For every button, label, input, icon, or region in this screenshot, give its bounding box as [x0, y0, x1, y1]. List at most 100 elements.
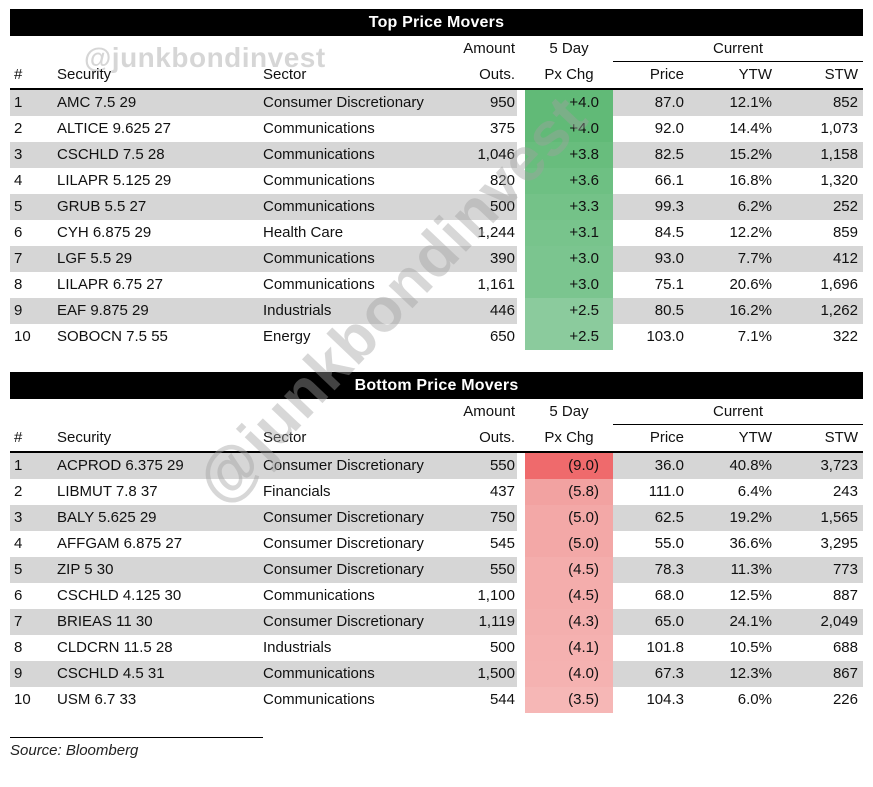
row-number: 4	[14, 535, 23, 552]
sector-name: Communications	[263, 276, 375, 293]
col-header-amount: Amount	[463, 40, 515, 57]
current-ytw: 7.7%	[688, 246, 776, 272]
column-gap	[517, 635, 525, 661]
col-header-current-group: Current	[613, 399, 863, 425]
col-header-outs: Outs.	[479, 429, 515, 446]
amount-outstanding: 500	[437, 194, 517, 220]
current-stw: 243	[832, 483, 858, 500]
sector-name: Communications	[263, 691, 375, 708]
amount-outstanding: 750	[437, 505, 517, 531]
current-stw: 322	[832, 328, 858, 345]
row-number: 3	[10, 505, 57, 531]
row-number: 4	[14, 172, 23, 189]
current-price: 82.5	[613, 142, 688, 168]
five-day-px-chg: (4.5)	[525, 557, 613, 583]
amount-outstanding: 950	[437, 90, 517, 116]
row-number: 1	[10, 90, 57, 116]
current-ytw: 6.4%	[737, 483, 772, 500]
row-number: 8	[14, 276, 23, 293]
col-header-price: Price	[649, 429, 684, 446]
current-stw: 2,049	[776, 609, 863, 635]
security-name: GRUB 5.5 27	[57, 194, 263, 220]
sector-name: Health Care	[263, 224, 344, 241]
sector-name: Financials	[263, 483, 331, 500]
current-stw: 412	[776, 246, 863, 272]
sector-name: Communications	[263, 587, 375, 604]
five-day-px-chg: +2.5	[525, 324, 613, 350]
current-price: 65.0	[613, 609, 688, 635]
amount-outstanding: 545	[489, 535, 515, 552]
amount-outstanding: 1,500	[437, 661, 517, 687]
current-price: 78.3	[613, 557, 688, 583]
table-row: 6 CSCHLD 4.125 30 Communications 1,100 (…	[10, 583, 863, 609]
sector-name: Consumer Discretionary	[263, 535, 424, 552]
five-day-px-chg: +3.3	[525, 194, 613, 220]
table-row: 5 ZIP 5 30 Consumer Discretionary 550 (4…	[10, 557, 863, 583]
security-name: SOBOCN 7.5 55	[57, 328, 168, 345]
five-day-px-chg: +2.5	[525, 298, 613, 324]
col-header-pxchg: Px Chg	[544, 429, 594, 446]
five-day-px-chg: (9.0)	[525, 453, 613, 479]
row-number: 6	[14, 587, 23, 604]
current-stw: 252	[776, 194, 863, 220]
current-price: 80.5	[613, 298, 688, 324]
amount-outstanding: 375	[489, 120, 515, 137]
current-stw: 867	[776, 661, 863, 687]
column-gap	[517, 687, 525, 713]
amount-outstanding: 1,119	[437, 609, 517, 635]
sector-name: Industrials	[263, 639, 332, 656]
column-gap	[517, 90, 525, 116]
sector-name: Energy	[263, 328, 311, 345]
current-stw: 887	[832, 587, 858, 604]
current-ytw: 15.2%	[688, 142, 776, 168]
current-price: 55.0	[654, 535, 684, 552]
table-row: 4 AFFGAM 6.875 27 Consumer Discretionary…	[10, 531, 863, 557]
five-day-px-chg: +4.0	[525, 90, 613, 116]
current-stw: 1,320	[820, 172, 858, 189]
security-name: CSCHLD 4.5 31	[57, 661, 263, 687]
col-header-5day: 5 Day	[549, 403, 589, 420]
five-day-px-chg: +3.1	[525, 220, 613, 246]
row-number: 5	[10, 194, 57, 220]
col-header-stw: STW	[824, 66, 858, 83]
sector-name: Communications	[263, 246, 437, 272]
column-gap	[517, 609, 525, 635]
row-number: 8	[14, 639, 23, 656]
column-gap	[517, 583, 525, 609]
security-name: AMC 7.5 29	[57, 90, 263, 116]
column-headers: Amount 5 Day Current # Security Sector O…	[10, 36, 863, 90]
table-bottom-price-movers: Bottom Price Movers Amount 5 Day Current…	[10, 372, 863, 713]
current-ytw: 14.4%	[729, 120, 772, 137]
col-header-security: Security	[57, 429, 112, 446]
col-header-ytw: YTW	[738, 66, 772, 83]
col-header-number: #	[14, 66, 23, 83]
current-stw: 3,295	[820, 535, 858, 552]
current-ytw: 24.1%	[688, 609, 776, 635]
amount-outstanding: 650	[489, 328, 515, 345]
five-day-px-chg: (3.5)	[525, 687, 613, 713]
table-row: 10 USM 6.7 33 Communications 544 (3.5) 1…	[10, 687, 863, 713]
security-name: AFFGAM 6.875 27	[57, 535, 183, 552]
security-name: ALTICE 9.625 27	[57, 120, 171, 137]
column-gap	[517, 531, 525, 557]
five-day-px-chg: (4.1)	[525, 635, 613, 661]
current-price: 101.8	[646, 639, 684, 656]
column-gap	[517, 505, 525, 531]
security-name: CSCHLD 7.5 28	[57, 142, 263, 168]
security-name: USM 6.7 33	[57, 691, 137, 708]
current-price: 104.3	[646, 691, 684, 708]
column-gap	[517, 272, 525, 298]
current-price: 36.0	[613, 453, 688, 479]
five-day-px-chg: (5.8)	[525, 479, 613, 505]
current-ytw: 12.5%	[729, 587, 772, 604]
table-row: 3 CSCHLD 7.5 28 Communications 1,046 +3.…	[10, 142, 863, 168]
current-ytw: 6.2%	[688, 194, 776, 220]
column-gap	[517, 246, 525, 272]
table-title: Top Price Movers	[368, 14, 505, 31]
current-price: 67.3	[613, 661, 688, 687]
column-gap	[517, 116, 525, 142]
table-row: 9 EAF 9.875 29 Industrials 446 +2.5 80.5…	[10, 298, 863, 324]
sector-name: Communications	[263, 661, 437, 687]
security-name: LIBMUT 7.8 37	[57, 483, 158, 500]
table-row: 5 GRUB 5.5 27 Communications 500 +3.3 99…	[10, 194, 863, 220]
